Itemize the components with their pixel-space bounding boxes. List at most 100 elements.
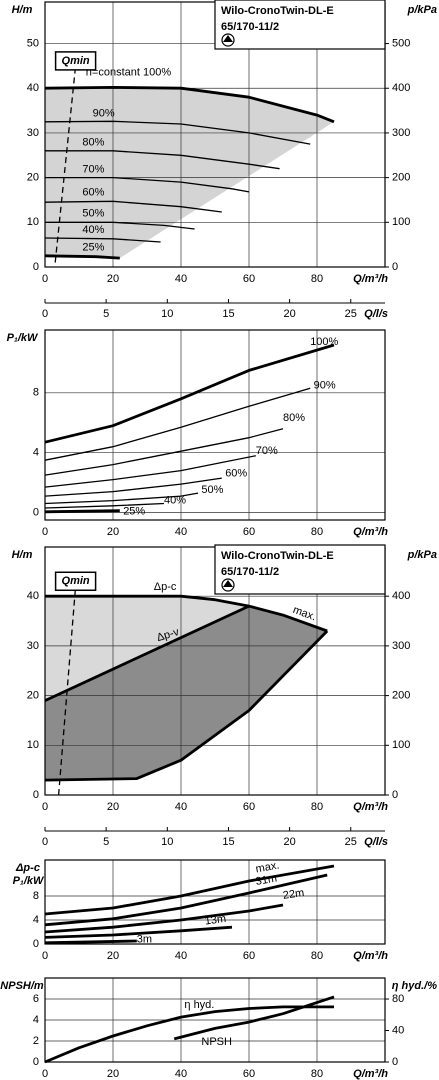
title-box bbox=[214, 0, 386, 50]
y2-axis-label: p/kPa bbox=[407, 549, 437, 561]
curve bbox=[44, 1005, 334, 1064]
y-tick-label: 0 bbox=[33, 261, 39, 273]
y2-axis-label: p/kPa bbox=[407, 4, 437, 16]
y2-tick-label: 40 bbox=[392, 1024, 404, 1036]
y-tick-label: 6 bbox=[33, 993, 39, 1005]
x-tick-label: 40 bbox=[175, 273, 187, 285]
y-tick-label: 20 bbox=[27, 172, 39, 184]
curve-label: 3m bbox=[137, 934, 152, 946]
curve-label: 50% bbox=[82, 208, 104, 220]
y2-tick-label: 400 bbox=[392, 82, 410, 94]
curve-label: 80% bbox=[283, 412, 305, 424]
x2-tick-label: 20 bbox=[283, 836, 295, 848]
curve-label: 80% bbox=[82, 137, 104, 149]
x-tick-label: 0 bbox=[42, 273, 48, 285]
y-tick-label: 30 bbox=[27, 640, 39, 652]
y-axis-label: H/m bbox=[12, 4, 33, 16]
x2-tick-label: 0 bbox=[42, 836, 48, 848]
y-axis-label: Δp-c bbox=[15, 862, 40, 874]
curve bbox=[45, 221, 195, 230]
y2-tick-label: 200 bbox=[392, 690, 410, 702]
y-tick-label: 0 bbox=[33, 938, 39, 950]
curve-label: 100% bbox=[310, 336, 338, 348]
curve-label: 70% bbox=[82, 163, 104, 175]
curve bbox=[45, 150, 280, 170]
x2-tick-label: 5 bbox=[103, 308, 109, 320]
operating-area bbox=[45, 87, 334, 259]
x-axis-label: Q/m³/h bbox=[353, 801, 388, 813]
curve bbox=[44, 477, 222, 497]
curve bbox=[44, 200, 222, 213]
y2-tick-label: 200 bbox=[392, 172, 410, 184]
x2-tick-label: 10 bbox=[161, 836, 173, 848]
x-tick-label: 0 bbox=[42, 1068, 48, 1080]
curve bbox=[44, 630, 329, 782]
curve-label: max. bbox=[255, 859, 281, 875]
chart-title: 65/170-11/2 bbox=[221, 566, 279, 578]
x-tick-label: 20 bbox=[107, 273, 119, 285]
pump-symbol bbox=[223, 35, 233, 42]
y-tick-label: 8 bbox=[33, 387, 39, 399]
curve-label: NPSH bbox=[201, 1036, 232, 1048]
curve bbox=[44, 492, 199, 505]
y-axis-label: H/m bbox=[12, 549, 33, 561]
x-axis-label: Q/m³/h bbox=[353, 273, 388, 285]
curve-label: 50% bbox=[201, 484, 223, 496]
curve bbox=[44, 509, 120, 514]
y2-tick-label: 100 bbox=[392, 216, 410, 228]
qmin-label: Qmin bbox=[62, 575, 90, 587]
x-tick-label: 60 bbox=[243, 950, 255, 962]
x2-tick-label: 15 bbox=[222, 836, 234, 848]
curve bbox=[44, 86, 335, 124]
y-tick-label: 20 bbox=[27, 690, 39, 702]
x-tick-label: 60 bbox=[243, 526, 255, 538]
x-tick-label: 20 bbox=[107, 801, 119, 813]
x2-tick-label: 10 bbox=[161, 308, 173, 320]
plot-frame bbox=[44, 329, 386, 521]
x-tick-label: 80 bbox=[311, 526, 323, 538]
curve bbox=[44, 254, 120, 260]
qmin-box bbox=[54, 571, 97, 592]
curve bbox=[44, 237, 161, 243]
curve bbox=[45, 594, 250, 608]
qmin-line bbox=[54, 65, 77, 263]
curve-label: n=constant 100% bbox=[86, 67, 172, 79]
x-tick-label: 60 bbox=[243, 273, 255, 285]
x-axis-label: Q/m³/h bbox=[353, 1068, 388, 1080]
curve-label: 40% bbox=[164, 494, 186, 506]
x-tick-label: 60 bbox=[243, 801, 255, 813]
curve bbox=[44, 387, 311, 461]
curve bbox=[44, 502, 165, 509]
x-tick-label: 40 bbox=[175, 526, 187, 538]
x-tick-label: 20 bbox=[107, 526, 119, 538]
y-tick-label: 2 bbox=[33, 1035, 39, 1047]
curve-label: 40% bbox=[82, 224, 104, 236]
x-tick-label: 40 bbox=[175, 950, 187, 962]
y-tick-label: 40 bbox=[27, 82, 39, 94]
y2-tick-label: 300 bbox=[392, 127, 410, 139]
x-tick-label: 40 bbox=[175, 1068, 187, 1080]
y-axis-label: P₁/kW bbox=[13, 875, 45, 887]
curve-label: 13m bbox=[204, 913, 227, 928]
curve bbox=[44, 428, 284, 476]
y2-tick-label: 300 bbox=[392, 640, 410, 652]
x-tick-label: 80 bbox=[311, 1068, 323, 1080]
x-tick-label: 80 bbox=[311, 273, 323, 285]
y-tick-label: 40 bbox=[27, 590, 39, 602]
plot-frame bbox=[44, 859, 386, 945]
y-tick-label: 30 bbox=[27, 127, 39, 139]
y2-tick-label: 80 bbox=[392, 993, 404, 1005]
y2-axis-label: η hyd./% bbox=[392, 980, 437, 992]
pump-symbol bbox=[223, 580, 233, 587]
x-tick-label: 20 bbox=[107, 950, 119, 962]
x-axis-label: Q/m³/h bbox=[353, 950, 388, 962]
y-tick-label: 0 bbox=[33, 506, 39, 518]
y2-tick-label: 0 bbox=[392, 789, 398, 801]
curve-label: 90% bbox=[314, 379, 336, 391]
curve bbox=[248, 604, 328, 633]
qmin-line bbox=[57, 586, 77, 796]
